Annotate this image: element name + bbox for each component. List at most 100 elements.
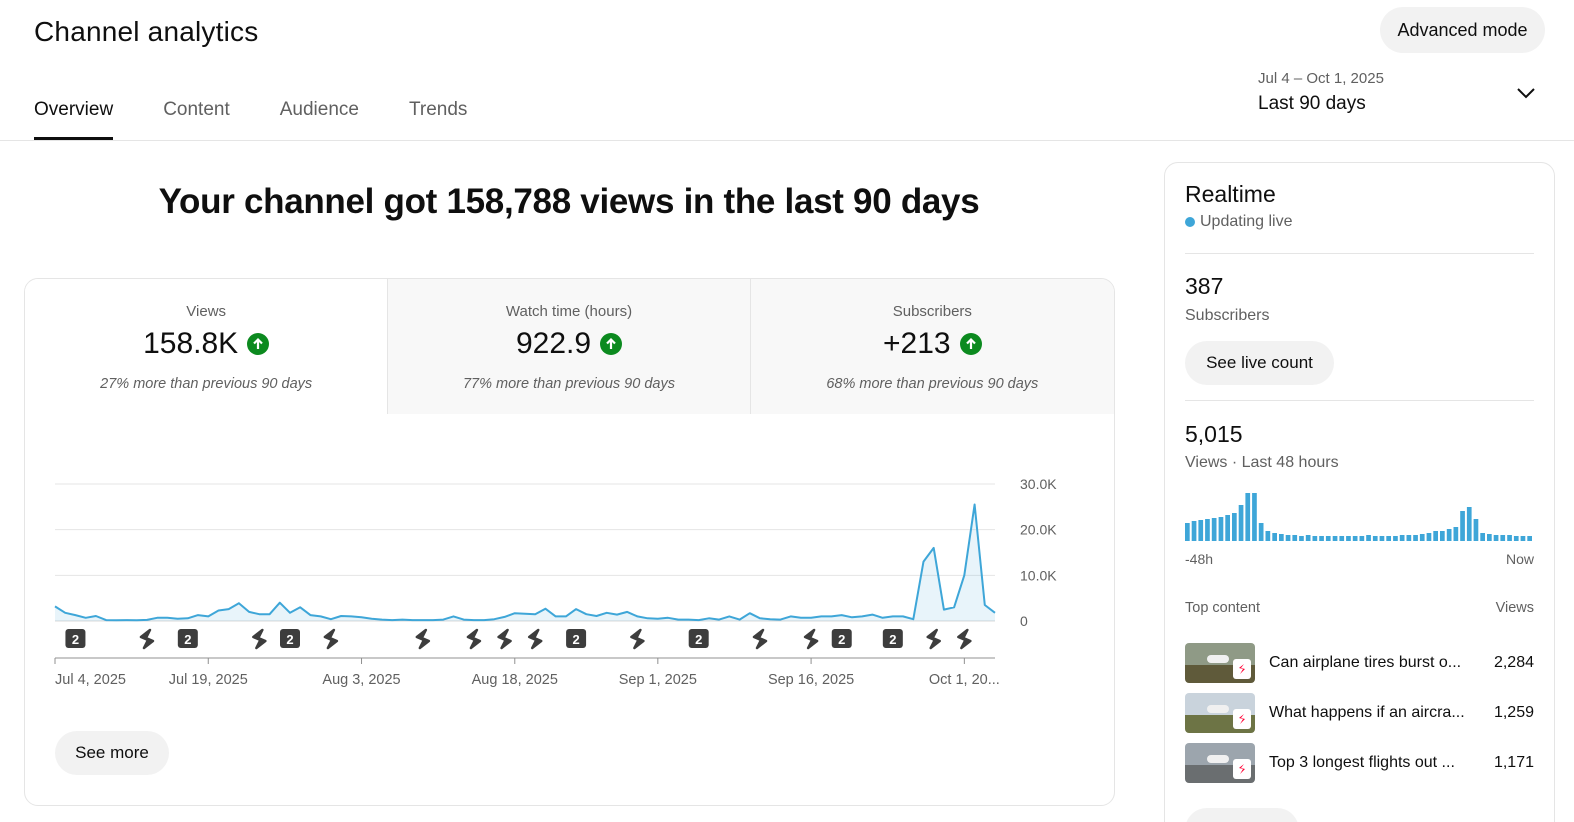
chart-point xyxy=(892,615,894,617)
y-tick-label: 20.0K xyxy=(1020,522,1057,538)
realtime-bar[interactable] xyxy=(1299,536,1304,541)
realtime-bar[interactable] xyxy=(1446,529,1452,541)
realtime-bar[interactable] xyxy=(1218,517,1224,541)
realtime-bar[interactable] xyxy=(1520,536,1526,541)
realtime-bar[interactable] xyxy=(1372,536,1378,541)
metric-tabs: Views 158.8K 27% more than previous 90 d… xyxy=(25,279,1114,414)
realtime-bar[interactable] xyxy=(1252,493,1257,541)
realtime-bar[interactable] xyxy=(1426,533,1432,541)
top-content-row[interactable]: Top 3 longest flights out ... 1,171 xyxy=(1185,743,1534,783)
views-headline: Your channel got 158,788 views in the la… xyxy=(158,182,980,221)
realtime-bar[interactable] xyxy=(1312,536,1318,541)
realtime-bar[interactable] xyxy=(1285,535,1291,541)
video-upload-count: 2 xyxy=(72,632,79,647)
realtime-bar[interactable] xyxy=(1359,536,1365,541)
realtime-bar[interactable] xyxy=(1440,531,1445,541)
realtime-bar[interactable] xyxy=(1527,536,1532,541)
chart-point xyxy=(330,618,332,620)
realtime-views-bar-chart[interactable] xyxy=(1185,493,1534,541)
realtime-bar[interactable] xyxy=(1500,535,1506,541)
top-content-row[interactable]: What happens if an aircra... 1,259 xyxy=(1185,693,1534,733)
tab-content[interactable]: Content xyxy=(163,99,230,120)
tab-audience[interactable]: Audience xyxy=(279,99,359,120)
realtime-bar[interactable] xyxy=(1513,536,1519,541)
realtime-bar[interactable] xyxy=(1453,527,1459,541)
realtime-bar[interactable] xyxy=(1366,535,1371,541)
chart-point xyxy=(493,618,495,620)
metric-value: 922.9 xyxy=(515,327,592,360)
realtime-bar[interactable] xyxy=(1473,519,1479,541)
realtime-bar[interactable] xyxy=(1265,531,1271,541)
realtime-bar[interactable] xyxy=(1238,505,1244,541)
realtime-bar[interactable] xyxy=(1232,513,1237,541)
realtime-bar[interactable] xyxy=(1305,535,1311,541)
realtime-bar[interactable] xyxy=(1279,534,1284,541)
realtime-bar[interactable] xyxy=(1487,534,1492,541)
chart-point xyxy=(626,611,628,613)
top-content-views: 1,171 xyxy=(1493,754,1534,771)
realtime-bar[interactable] xyxy=(1198,520,1204,541)
x-tick-label: Jul 4, 2025 xyxy=(55,672,126,688)
realtime-bar[interactable] xyxy=(1319,536,1324,541)
see-live-count-button[interactable]: See live count xyxy=(1185,341,1334,385)
realtime-bar[interactable] xyxy=(1191,521,1197,541)
metric-comparison: 68% more than previous 90 days xyxy=(826,376,1039,392)
y-tick-label: 0 xyxy=(1020,613,1028,629)
advanced-mode-button[interactable]: Advanced mode xyxy=(1380,7,1545,53)
date-range-picker[interactable]: Jul 4 – Oct 1, 2025 Last 90 days xyxy=(1258,70,1548,125)
metric-watch-time[interactable]: Watch time (hours) 922.9 77% more than p… xyxy=(387,279,750,414)
see-more-button[interactable]: See more xyxy=(55,731,169,775)
shorts-icon xyxy=(1233,759,1251,779)
realtime-bar[interactable] xyxy=(1406,535,1412,541)
realtime-bar[interactable] xyxy=(1205,519,1210,541)
realtime-bar[interactable] xyxy=(1325,536,1331,541)
realtime-bar[interactable] xyxy=(1433,531,1438,541)
chart-point xyxy=(657,618,659,620)
realtime-bar[interactable] xyxy=(1466,507,1472,541)
realtime-bar[interactable] xyxy=(1419,534,1425,541)
realtime-subscribers-label: Subscribers xyxy=(1185,307,1270,324)
realtime-bar[interactable] xyxy=(1460,511,1465,541)
chart-point xyxy=(84,617,86,619)
realtime-bar[interactable] xyxy=(1272,533,1277,541)
chart-point xyxy=(64,612,66,614)
chart-point xyxy=(452,615,454,617)
realtime-bar[interactable] xyxy=(1386,536,1391,541)
views-area xyxy=(55,504,995,621)
realtime-bar[interactable] xyxy=(1185,523,1190,541)
realtime-card: Realtime Updating live 387 Subscribers S… xyxy=(1164,162,1555,822)
top-content-views-heading: Views xyxy=(1495,600,1534,616)
chevron-down-icon[interactable] xyxy=(1516,86,1536,100)
chart-point xyxy=(534,613,536,615)
video-thumbnail xyxy=(1185,643,1255,683)
realtime-bar[interactable] xyxy=(1413,535,1418,541)
chart-point xyxy=(779,618,781,620)
realtime-bar[interactable] xyxy=(1258,523,1264,541)
realtime-bar[interactable] xyxy=(1245,493,1251,541)
realtime-see-more-button[interactable] xyxy=(1185,808,1299,822)
tab-trends[interactable]: Trends xyxy=(408,99,468,120)
realtime-bar[interactable] xyxy=(1339,536,1345,541)
chart-point xyxy=(687,618,689,620)
realtime-bar[interactable] xyxy=(1393,536,1398,541)
metric-views[interactable]: Views 158.8K 27% more than previous 90 d… xyxy=(25,279,388,414)
realtime-bar[interactable] xyxy=(1346,536,1351,541)
date-range-text: Jul 4 – Oct 1, 2025 xyxy=(1258,70,1384,87)
chart-point xyxy=(442,618,444,620)
chart-point xyxy=(217,609,219,611)
realtime-bar[interactable] xyxy=(1379,536,1385,541)
realtime-bar[interactable] xyxy=(1493,535,1499,541)
realtime-bar[interactable] xyxy=(1332,536,1338,541)
realtime-bar[interactable] xyxy=(1480,533,1485,541)
realtime-bar[interactable] xyxy=(1507,535,1512,541)
realtime-bar[interactable] xyxy=(1352,536,1358,541)
realtime-bar[interactable] xyxy=(1292,535,1298,541)
tab-overview[interactable]: Overview xyxy=(34,88,114,140)
chart-point xyxy=(595,615,597,617)
realtime-bar[interactable] xyxy=(1225,515,1230,541)
realtime-bar[interactable] xyxy=(1211,518,1217,541)
realtime-bar[interactable] xyxy=(1399,535,1405,541)
metric-subscribers[interactable]: Subscribers +213 68% more than previous … xyxy=(749,279,1114,414)
metric-label: Subscribers xyxy=(892,303,972,320)
top-content-row[interactable]: Can airplane tires burst o... 2,284 xyxy=(1185,643,1534,683)
